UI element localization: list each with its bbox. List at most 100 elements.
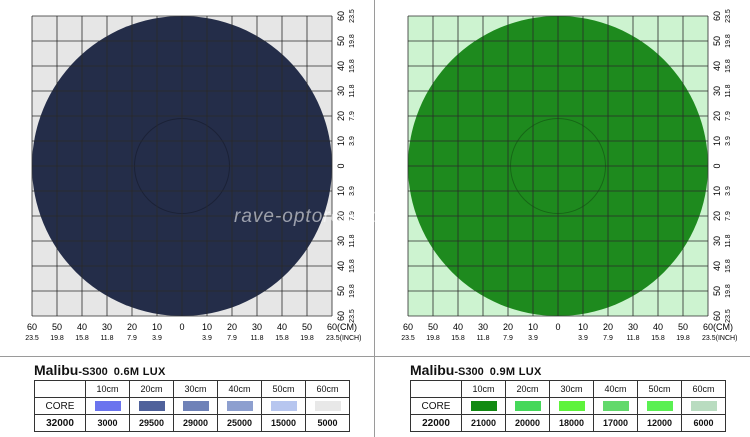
y-tick-cm: 40 xyxy=(336,261,346,271)
x-tick-inch: 15.8 xyxy=(651,335,665,342)
lux-legend-right: Malibu-S300 0.9M LUX 10cm 20cm 30cm 40cm … xyxy=(410,360,750,436)
x-tick-cm: 40 xyxy=(653,322,663,332)
y-tick-cm: 30 xyxy=(336,236,346,246)
y-tick-inch: 11.8 xyxy=(349,234,356,247)
x-tick-cm: 60 xyxy=(403,322,413,332)
x-tick-inch: 19.8 xyxy=(676,335,690,342)
x-tick-inch: 15.8 xyxy=(451,335,465,342)
x-tick-inch: 11.8 xyxy=(626,335,639,342)
color-swatch xyxy=(94,401,121,412)
table-cell: 50cm xyxy=(261,380,306,398)
y-tick-cm: 50 xyxy=(336,286,346,296)
y-tick-inch: 7.9 xyxy=(349,211,356,221)
x-tick-cm: 10 xyxy=(202,322,212,332)
y-tick-cm: 30 xyxy=(712,236,722,246)
x-tick-cm: 40 xyxy=(453,322,463,332)
y-tick-inch: 15.8 xyxy=(349,259,356,273)
model-name: Malibu xyxy=(34,362,79,378)
table-cell: 30cm xyxy=(549,380,594,398)
table-cell: 30cm xyxy=(173,380,218,398)
y-tick-inch: 15.8 xyxy=(349,59,356,73)
y-tick-cm: 60 xyxy=(336,11,346,21)
y-tick-inch: 15.8 xyxy=(725,259,732,273)
color-swatch xyxy=(690,401,717,412)
x-tick-inch: 3.9 xyxy=(152,335,162,342)
color-swatch xyxy=(226,401,253,412)
x-tick-cm: 40 xyxy=(77,322,87,332)
x-tick-cm: 20 xyxy=(503,322,513,332)
lux-value: 20000 xyxy=(505,414,550,432)
x-tick-inch: 11.8 xyxy=(476,335,489,342)
x-tick-inch: 23.5 xyxy=(401,335,415,342)
model-suffix: -S300 xyxy=(454,366,484,378)
x-tick-cm: 20 xyxy=(127,322,137,332)
x-tick-cm: 50 xyxy=(678,322,688,332)
y-tick-cm: 60 xyxy=(336,311,346,321)
x-tick-inch: 7.9 xyxy=(503,335,513,342)
table-cell xyxy=(34,380,86,398)
distance-lux: 0.6M LUX xyxy=(113,366,166,378)
model-suffix: -S300 xyxy=(78,366,108,378)
lux-legend-left: Malibu-S300 0.6M LUX 10cm 20cm 30cm 40cm … xyxy=(34,360,374,436)
y-tick-inch: 11.8 xyxy=(349,84,356,97)
lux-table-left: 10cm 20cm 30cm 40cm 50cm 60cm CORE 32000… xyxy=(34,380,350,432)
x-tick-cm: 50 xyxy=(52,322,62,332)
color-swatch xyxy=(314,401,341,412)
x-tick-cm: 0 xyxy=(179,322,184,332)
core-value: 32000 xyxy=(34,414,86,432)
y-tick-cm: 60 xyxy=(712,311,722,321)
y-tick-cm: 30 xyxy=(712,86,722,96)
x-tick-inch: 7.9 xyxy=(603,335,613,342)
y-tick-cm: 40 xyxy=(712,61,722,71)
lux-value: 15000 xyxy=(261,414,306,432)
x-tick-inch: 11.8 xyxy=(100,335,113,342)
y-tick-cm: 50 xyxy=(336,36,346,46)
y-tick-cm: 0 xyxy=(712,163,722,168)
x-tick-inch: 23.5(INCH) xyxy=(702,335,737,342)
legend-title-right: Malibu-S300 0.9M LUX xyxy=(410,362,542,380)
legend-title-left: Malibu-S300 0.6M LUX xyxy=(34,362,166,380)
lux-table-right: 10cm 20cm 30cm 40cm 50cm 60cm CORE 22000… xyxy=(410,380,726,432)
table-row: 32000 3000 29500 29000 25000 15000 5000 xyxy=(34,414,350,432)
color-swatch xyxy=(270,401,297,412)
y-tick-cm: 0 xyxy=(336,163,346,168)
x-tick-cm: 50 xyxy=(302,322,312,332)
x-tick-inch: 11.8 xyxy=(250,335,263,342)
x-tick-inch: 3.9 xyxy=(202,335,212,342)
lux-value: 17000 xyxy=(593,414,638,432)
y-tick-cm: 20 xyxy=(712,111,722,121)
y-tick-cm: 30 xyxy=(336,86,346,96)
x-tick-cm: 10 xyxy=(152,322,162,332)
y-tick-cm: 10 xyxy=(336,186,346,196)
x-tick-cm: 30 xyxy=(628,322,638,332)
table-cell: 20cm xyxy=(505,380,550,398)
panel-divider xyxy=(374,0,375,437)
y-tick-inch: 19.8 xyxy=(349,284,356,298)
core-label: CORE xyxy=(34,397,86,415)
color-swatch xyxy=(138,401,165,412)
lux-value: 29500 xyxy=(129,414,174,432)
y-tick-inch: 23.5 xyxy=(349,309,356,323)
lux-value: 12000 xyxy=(637,414,682,432)
x-tick-inch: 7.9 xyxy=(127,335,137,342)
x-tick-cm: 30 xyxy=(478,322,488,332)
color-swatch xyxy=(646,401,673,412)
x-tick-cm: 60 xyxy=(27,322,37,332)
y-tick-cm: 20 xyxy=(712,211,722,221)
y-tick-inch: 3.9 xyxy=(725,136,732,146)
table-cell: 40cm xyxy=(593,380,638,398)
color-swatch xyxy=(470,401,497,412)
x-tick-cm: 10 xyxy=(528,322,538,332)
x-tick-inch: 19.8 xyxy=(300,335,314,342)
x-tick-cm: 60(CM) xyxy=(327,322,357,332)
x-tick-inch: 15.8 xyxy=(275,335,289,342)
y-tick-cm: 50 xyxy=(712,286,722,296)
table-cell: 10cm xyxy=(461,380,506,398)
y-tick-inch: 19.8 xyxy=(725,284,732,298)
table-cell: 20cm xyxy=(129,380,174,398)
x-tick-inch: 7.9 xyxy=(227,335,237,342)
lux-value: 21000 xyxy=(461,414,506,432)
model-name: Malibu xyxy=(410,362,455,378)
y-tick-inch: 23.5 xyxy=(725,9,732,23)
